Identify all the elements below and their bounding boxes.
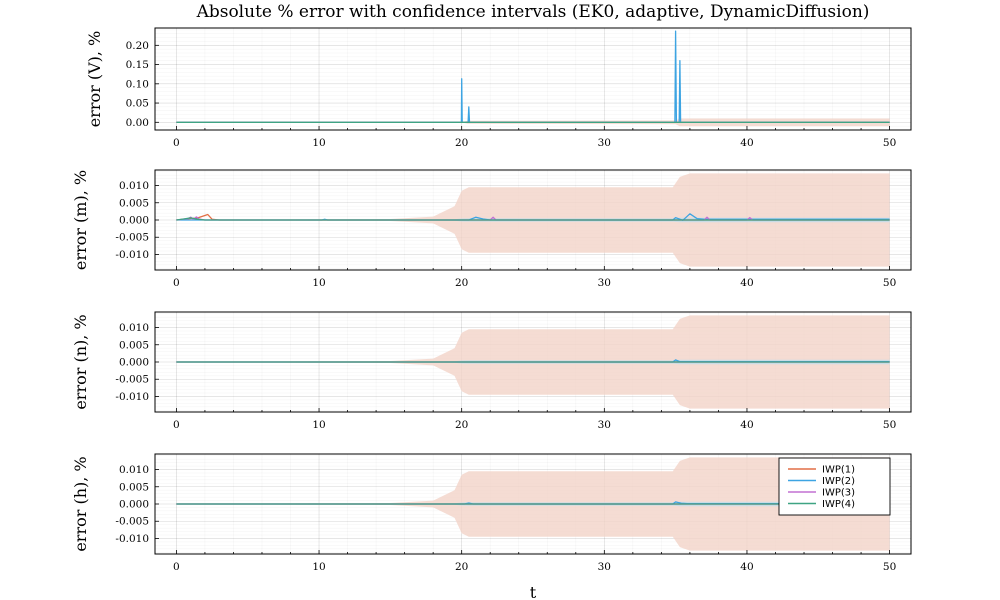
legend-label: IWP(2) (822, 476, 855, 487)
ticks (155, 469, 891, 554)
x-tick-label: 0 (173, 419, 180, 431)
x-tick-label: 0 (173, 137, 180, 149)
x-tick-label: 20 (455, 419, 468, 431)
x-tick-label: 10 (312, 137, 325, 149)
x-tick-label: 40 (740, 419, 753, 431)
x-tick-label: 40 (740, 277, 753, 289)
x-tick-label: 0 (173, 561, 180, 573)
x-tick-label: 30 (598, 419, 611, 431)
y-tick-label: -0.005 (115, 516, 149, 528)
minor-grid (155, 28, 911, 130)
y-tick-label: -0.010 (115, 533, 149, 545)
x-tick-label: 50 (883, 419, 896, 431)
y-tick-label: 0.15 (126, 59, 149, 71)
y-tick-label: 0.010 (119, 322, 149, 334)
x-tick-label: 50 (883, 561, 896, 573)
x-tick-label: 10 (312, 277, 325, 289)
legend: IWP(1)IWP(2)IWP(3)IWP(4) (778, 457, 891, 516)
x-tick-label: 50 (883, 137, 896, 149)
panel-2: 0 10 20 30 40 50 -0.010 -0.005 0.000 0.005 0.010 er… (71, 169, 912, 289)
legend-box (778, 457, 891, 516)
x-tick-label: 40 (740, 561, 753, 573)
x-tick-label: 30 (598, 137, 611, 149)
ticks (155, 185, 891, 270)
x-tick-label: 0 (173, 277, 180, 289)
panel-4: 0 10 20 30 40 50 -0.010 -0.005 0.000 0.005 0.010 er… (71, 453, 912, 573)
y-tick-label: -0.010 (115, 249, 149, 261)
y-tick-label: 0.00 (126, 117, 149, 129)
y-tick-label: 0.10 (126, 78, 149, 90)
y-tick-label: 0.000 (119, 215, 149, 227)
y-tick-label: 0.010 (119, 180, 149, 192)
chart-title: Absolute % error with confidence interva… (196, 2, 870, 22)
x-tick-label: 20 (455, 277, 468, 289)
x-tick-label: 30 (598, 277, 611, 289)
legend-label: IWP(4) (822, 499, 855, 510)
y-tick-label: 0.000 (119, 499, 149, 511)
panel-data (176, 30, 890, 127)
y-tick-label: 0.010 (119, 464, 149, 476)
x-axis-label: t (530, 583, 537, 600)
x-tick-label: 20 (455, 561, 468, 573)
y-axis-label: error (m), % (71, 170, 90, 270)
y-axis-label: error (n), % (71, 314, 90, 409)
x-tick-label: 40 (740, 137, 753, 149)
y-tick-label: 0.005 (119, 481, 149, 493)
panel-data (176, 457, 890, 551)
y-tick-label: -0.005 (115, 232, 149, 244)
panel-data (176, 173, 890, 267)
series-line-iwp4 (176, 217, 890, 221)
y-tick-label: -0.005 (115, 374, 149, 386)
ticks (155, 44, 891, 130)
y-tick-label: 0.005 (119, 197, 149, 209)
x-tick-label: 30 (598, 561, 611, 573)
x-tick-label: 10 (312, 561, 325, 573)
panel-frame (154, 27, 912, 131)
y-tick-label: 0.05 (126, 98, 149, 110)
y-tick-label: 0.005 (119, 339, 149, 351)
y-tick-label: 0.000 (119, 357, 149, 369)
panel-3: 0 10 20 30 40 50 -0.010 -0.005 0.000 0.005 0.010 er… (71, 311, 912, 431)
y-tick-label: -0.010 (115, 391, 149, 403)
panel-data (176, 315, 890, 409)
y-axis-label: error (V), % (85, 31, 104, 128)
panel-1: 0 10 20 30 40 50 0.00 0.05 0.10 0.15 0.20 error (V)… (85, 27, 912, 149)
x-tick-label: 10 (312, 419, 325, 431)
legend-label: IWP(1) (822, 465, 855, 476)
y-axis-label: error (h), % (71, 456, 90, 551)
panels: 0 10 20 30 40 50 0.00 0.05 0.10 0.15 0.20 error (V)… (71, 27, 912, 573)
y-tick-label: 0.20 (126, 40, 149, 52)
legend-label: IWP(3) (822, 488, 855, 499)
series-line-iwp2 (176, 30, 890, 123)
x-tick-label: 50 (883, 277, 896, 289)
ticks (155, 327, 891, 412)
x-tick-label: 20 (455, 137, 468, 149)
